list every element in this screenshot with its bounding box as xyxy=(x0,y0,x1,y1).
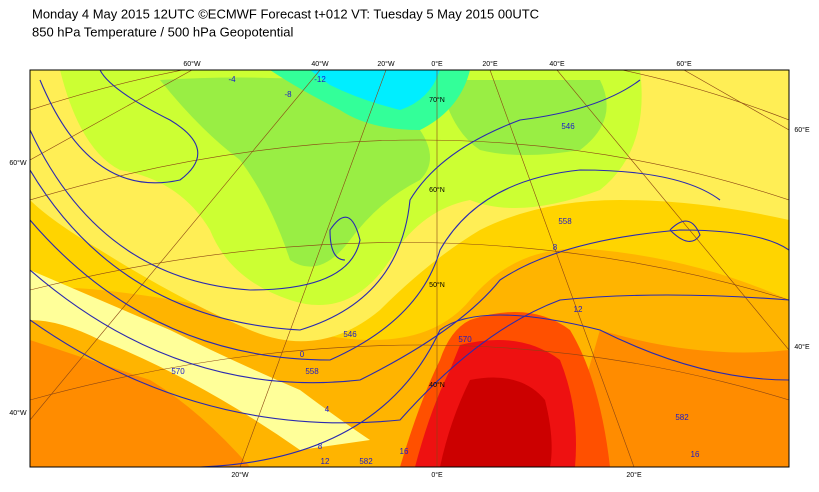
contour-label: 558 xyxy=(305,367,319,376)
contour-label: 546 xyxy=(343,330,357,339)
contour-label: 16 xyxy=(400,447,409,456)
graticule-label: 60°E xyxy=(676,60,692,68)
contour-label: 8 xyxy=(318,442,323,451)
map-area xyxy=(30,70,789,467)
graticule-label: 40°E xyxy=(794,343,810,351)
contour-label: 0 xyxy=(300,350,305,359)
contour-label: 570 xyxy=(458,335,472,344)
contour-label: -4 xyxy=(228,75,236,84)
title: Monday 4 May 2015 12UTC ©ECMWF Forecast … xyxy=(32,6,539,21)
graticule-label: 40°W xyxy=(9,409,27,417)
contour-label: 582 xyxy=(359,457,373,466)
graticule-label: 20°W xyxy=(231,471,249,479)
contour-label: -12 xyxy=(314,75,326,84)
graticule-label: 40°E xyxy=(549,60,565,68)
graticule-label: 50°N xyxy=(429,281,445,289)
graticule-label: 60°W xyxy=(183,60,201,68)
graticule-label: 20°E xyxy=(626,471,642,479)
graticule-label: 0°E xyxy=(431,60,443,68)
graticule-label: 0°E xyxy=(431,471,443,479)
graticule-label: 70°N xyxy=(429,96,445,104)
contour-label: 12 xyxy=(574,305,583,314)
contour-label: 4 xyxy=(325,405,330,414)
contour-label: 8 xyxy=(553,243,558,252)
graticule-label: 60°N xyxy=(429,186,445,194)
graticule-label: 60°W xyxy=(9,159,27,167)
subtitle: 850 hPa Temperature / 500 hPa Geopotenti… xyxy=(32,24,294,39)
graticule-label: 20°W xyxy=(377,60,395,68)
contour-label: 582 xyxy=(675,413,689,422)
contour-label: -8 xyxy=(284,90,292,99)
contour-label: 570 xyxy=(171,367,185,376)
contour-label: 12 xyxy=(321,457,330,466)
graticule-label: 20°E xyxy=(482,60,498,68)
contour-label: 546 xyxy=(561,122,575,131)
graticule-label: 40°W xyxy=(311,60,329,68)
graticule-label: 60°E xyxy=(794,126,810,134)
contour-label: 558 xyxy=(558,217,572,226)
graticule-label: 40°N xyxy=(429,381,445,389)
contour-label: 16 xyxy=(691,450,700,459)
